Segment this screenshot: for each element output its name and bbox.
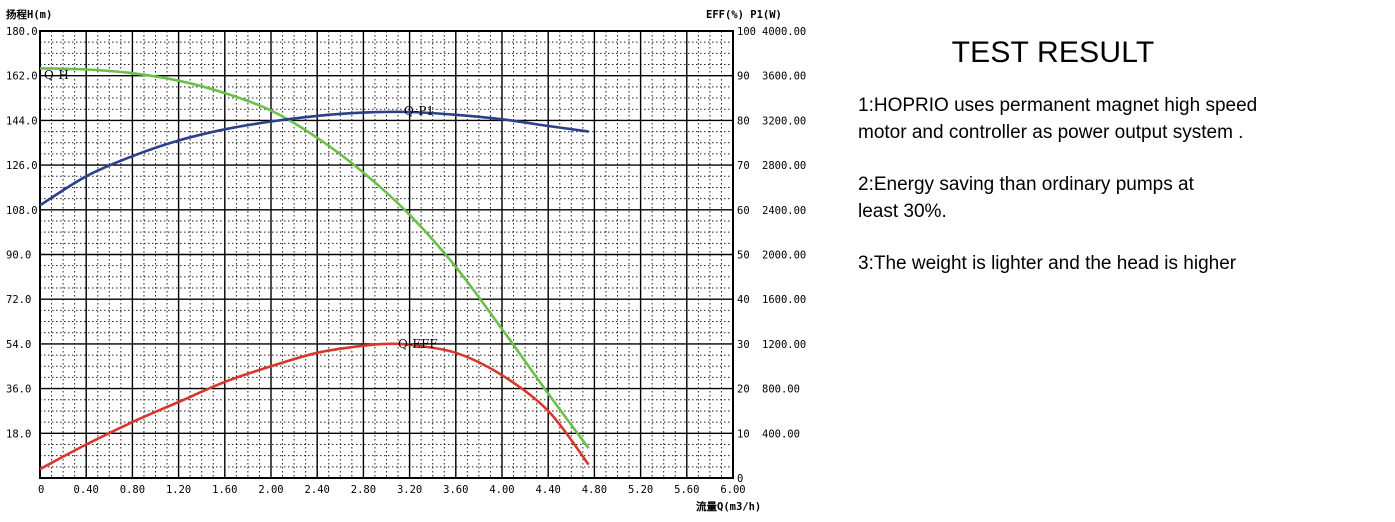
x-tick-label: 0.40 [74,484,99,496]
power-y-tick-label: 400.00 [762,428,800,440]
left-y-tick-label: 54.0 [6,339,31,351]
eff-y-tick-label: 50 [737,250,750,262]
x-tick-label: 2.00 [258,484,283,496]
eff-y-tick-label: 90 [737,71,750,83]
x-tick-label: 0.80 [120,484,145,496]
series-line-q-eff [39,342,590,471]
curve-label-q-eff: Q-EFF [398,337,438,351]
power-y-tick-label: 4000.00 [762,26,806,38]
power-y-tick-label: 1600.00 [762,294,806,306]
eff-y-tick-label: 80 [737,115,750,127]
result-note-3: 3:The weight is lighter and the head is … [858,253,1237,274]
left-y-tick-label: 90.0 [6,250,31,262]
left-y-tick-label: 144.0 [6,115,38,127]
x-tick-label: 0 [38,484,44,496]
x-tick-label: 4.00 [489,484,514,496]
eff-y-tick-label: 20 [737,384,750,396]
eff-y-tick-label: 10 [737,428,750,440]
x-tick-label: 1.20 [166,484,191,496]
x-tick-label: 5.20 [628,484,653,496]
x-tick-label: 2.40 [305,484,330,496]
chart-canvas: 0 0.40 0.80 1.20 1.60 2.00 2.40 2.80 3.20 3.60 4.0… [6,8,806,513]
left-y-tick-label: 108.0 [6,205,38,217]
power-y-tick-label: 2400.00 [762,205,806,217]
left-y-tick-label: 36.0 [6,384,31,396]
eff-y-tick-label: 60 [737,205,750,217]
curve-label-q-h: Q-H [44,68,69,82]
eff-y-tick-label: 100 [737,26,756,38]
eff-y-tick-label: 30 [737,339,750,351]
curve-label-q-p1: Q-P1 [404,104,434,118]
left-axis-title: 扬程H(m) [6,8,52,21]
x-tick-label: 4.80 [582,484,607,496]
x-tick-label: 6.00 [720,484,745,496]
plot-frame [39,30,734,479]
result-note-2: 2:Energy saving than ordinary pumps at l… [858,174,1194,222]
result-note-1: 1:HOPRIO uses permanent magnet high spee… [858,95,1258,143]
series-line-q-p1 [39,110,589,207]
power-y-tick-label: 800.00 [762,384,800,396]
x-tick-label: 4.40 [536,484,561,496]
right-axis-title: EFF(%) P1(W) [706,9,782,21]
left-y-tick-label: 18.0 [6,428,31,440]
eff-y-tick-label: 70 [737,160,750,172]
eff-y-tick-label: 0 [737,473,743,485]
power-y-tick-label: 1200.00 [762,339,806,351]
left-y-tick-label: 180.0 [6,26,38,38]
left-y-tick-label: 126.0 [6,160,38,172]
test-result-panel: TEST RESULT 1:HOPRIO uses permanent magn… [858,36,1388,302]
x-tick-label: 5.60 [674,484,699,496]
x-tick-label: 2.80 [351,484,376,496]
pump-performance-chart: 0 0.40 0.80 1.20 1.60 2.00 2.40 2.80 3.20 3.60 4.0… [6,8,806,513]
power-y-tick-label: 3600.00 [762,71,806,83]
power-y-tick-label: 2000.00 [762,250,806,262]
left-y-tick-label: 162.0 [6,71,38,83]
panel-title: TEST RESULT [951,36,1155,69]
eff-y-tick-label: 40 [737,294,750,306]
x-axis-title: 流量Q(m3/h) [696,500,761,513]
x-tick-label: 1.60 [212,484,237,496]
x-tick-label: 3.60 [443,484,468,496]
x-tick-label: 3.20 [397,484,422,496]
series-line-q-h [39,67,590,449]
power-y-tick-label: 2800.00 [762,160,806,172]
power-y-tick-label: 3200.00 [762,115,806,127]
left-y-tick-label: 72.0 [6,294,31,306]
